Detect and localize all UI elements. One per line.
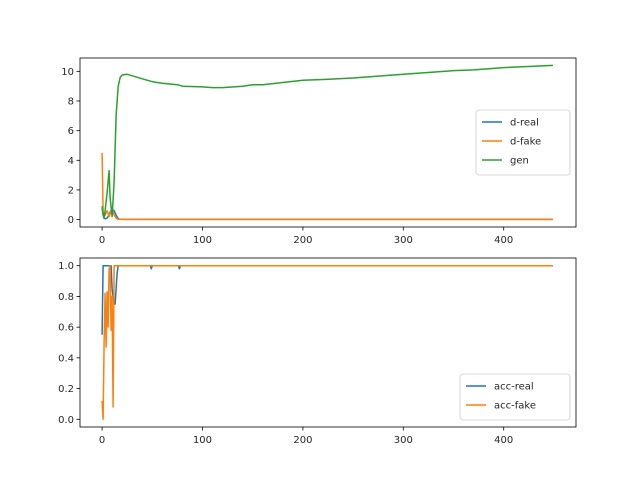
y-tick-label: 10 [61,67,74,78]
y-tick-label: 4 [68,156,74,167]
series-line-d-fake [101,152,553,221]
y-tick-label: 0.0 [58,415,74,426]
legend: acc-real acc-fake [459,373,571,421]
legend: d-real d-fake gen [475,109,571,176]
legend-label-acc-fake: acc-fake [494,401,536,412]
x-tick-label: 300 [394,435,413,446]
y-tick-label: 2 [68,185,74,196]
x-tick-label: 200 [293,435,312,446]
y-tick-label: 0.6 [58,323,74,334]
x-tick-label: 200 [293,235,312,246]
series-line-gen [101,64,553,219]
series-line-acc-fake [101,264,553,421]
axes-frame [79,257,577,428]
x-tick-label: 100 [193,235,212,246]
y-tick-label: 0.8 [58,292,74,303]
legend-label-gen: gen [510,156,529,167]
bottom-accuracy-chart: 0 100 200 300 4000.00.20.40.60.81.0acc-reala… [58,257,577,446]
x-tick-label: 0 [99,435,105,446]
legend-label-d-real: d-real [510,118,539,129]
axes-frame [79,57,577,228]
x-tick-label: 100 [193,435,212,446]
top-loss-chart: 0 100 200 300 400 0 2 4 6 8 10 d-real d-fake gen [61,57,577,246]
y-tick-label: 1.0 [58,261,74,272]
y-tick-label: 6 [68,126,74,137]
x-tick-label: 0 [99,235,105,246]
x-tick-label: 400 [494,235,513,246]
legend-label-acc-real: acc-real [494,382,534,393]
x-tick-label: 300 [394,235,413,246]
y-tick-label: 8 [68,96,74,107]
y-tick-label: 0.4 [58,353,74,364]
legend-label-d-fake: d-fake [510,137,541,148]
x-tick-label: 400 [494,435,513,446]
y-tick-label: 0.2 [58,384,74,395]
y-tick-label: 0 [68,215,74,226]
